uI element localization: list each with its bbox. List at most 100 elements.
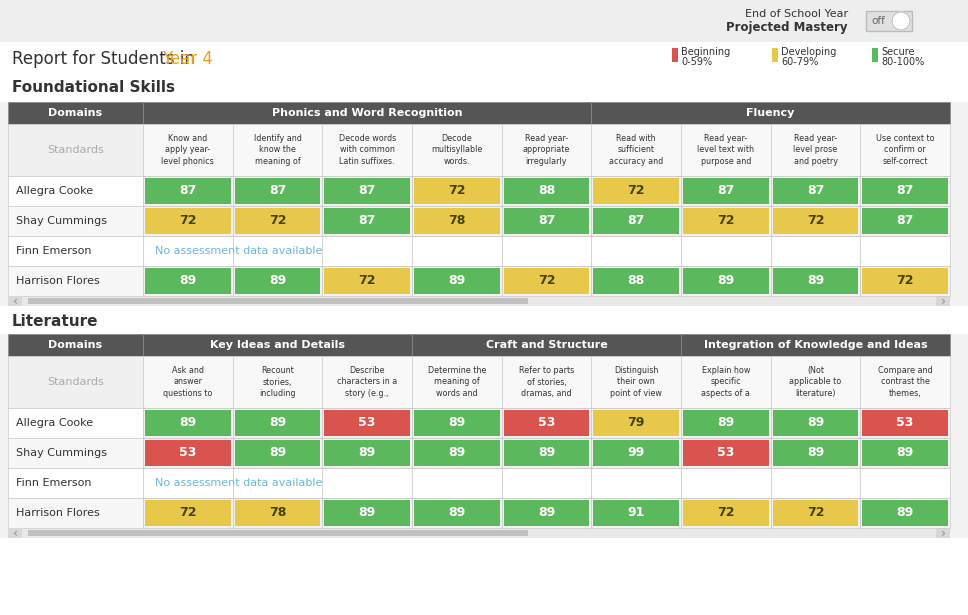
Bar bbox=[143, 206, 232, 236]
Bar bbox=[683, 410, 769, 436]
Bar bbox=[412, 124, 501, 176]
Text: 87: 87 bbox=[896, 215, 914, 228]
Bar bbox=[232, 266, 322, 296]
Bar bbox=[772, 268, 859, 294]
Bar bbox=[501, 438, 591, 468]
Bar bbox=[8, 356, 143, 408]
Bar bbox=[591, 124, 681, 176]
Bar bbox=[8, 266, 143, 296]
Text: 89: 89 bbox=[448, 416, 466, 429]
Bar bbox=[503, 268, 590, 294]
Bar bbox=[414, 208, 499, 234]
Bar bbox=[681, 498, 771, 528]
Bar bbox=[324, 500, 410, 526]
Bar bbox=[683, 268, 769, 294]
Text: 0-59%: 0-59% bbox=[681, 57, 712, 67]
Bar bbox=[861, 236, 950, 266]
Bar bbox=[862, 500, 948, 526]
Text: Describe
characters in a
story (e.g.,: Describe characters in a story (e.g., bbox=[337, 367, 397, 398]
Bar bbox=[683, 500, 769, 526]
Bar bbox=[8, 408, 143, 438]
Bar bbox=[861, 498, 950, 528]
Bar bbox=[681, 124, 771, 176]
Bar bbox=[412, 236, 501, 266]
Text: 89: 89 bbox=[358, 446, 376, 459]
Bar bbox=[772, 48, 778, 62]
Text: 72: 72 bbox=[806, 507, 824, 520]
Bar bbox=[145, 178, 230, 204]
Bar bbox=[414, 410, 499, 436]
Text: 78: 78 bbox=[269, 507, 287, 520]
Bar bbox=[145, 500, 230, 526]
Bar bbox=[593, 208, 679, 234]
Text: 89: 89 bbox=[807, 416, 824, 429]
Bar bbox=[322, 498, 412, 528]
Bar bbox=[593, 440, 679, 466]
Bar bbox=[0, 42, 968, 77]
Bar bbox=[412, 206, 501, 236]
Text: 72: 72 bbox=[179, 215, 197, 228]
Text: 87: 87 bbox=[717, 184, 735, 197]
Bar bbox=[0, 72, 968, 102]
Text: Finn Emerson: Finn Emerson bbox=[16, 478, 92, 488]
Text: 89: 89 bbox=[538, 507, 555, 520]
Bar bbox=[591, 468, 681, 498]
Text: 53: 53 bbox=[358, 416, 376, 429]
Text: 89: 89 bbox=[896, 507, 914, 520]
Text: Distinguish
their own
point of view: Distinguish their own point of view bbox=[610, 367, 662, 398]
Bar bbox=[862, 440, 948, 466]
Bar bbox=[324, 208, 410, 234]
Bar bbox=[234, 178, 320, 204]
Bar bbox=[771, 236, 861, 266]
Text: 89: 89 bbox=[807, 446, 824, 459]
Bar bbox=[414, 500, 499, 526]
Text: (Not
applicable to
literature): (Not applicable to literature) bbox=[789, 367, 841, 398]
Text: 72: 72 bbox=[896, 274, 914, 287]
Bar bbox=[503, 500, 590, 526]
Text: off: off bbox=[871, 16, 885, 26]
Bar bbox=[0, 538, 968, 615]
Text: Identify and
know the
meaning of: Identify and know the meaning of bbox=[254, 135, 301, 165]
Bar bbox=[591, 236, 681, 266]
Text: 87: 87 bbox=[806, 184, 824, 197]
Text: Decode words
with common
Latin suffixes.: Decode words with common Latin suffixes. bbox=[339, 135, 396, 165]
Text: Refer to parts
of stories,
dramas, and: Refer to parts of stories, dramas, and bbox=[519, 367, 574, 398]
Bar bbox=[771, 356, 861, 408]
Text: 79: 79 bbox=[627, 416, 645, 429]
Bar bbox=[0, 306, 968, 334]
Text: 89: 89 bbox=[448, 446, 466, 459]
Bar bbox=[143, 236, 232, 266]
Bar bbox=[872, 48, 878, 62]
Bar bbox=[322, 356, 412, 408]
Text: Read year-
level text with
purpose and: Read year- level text with purpose and bbox=[697, 135, 754, 165]
Bar bbox=[772, 178, 859, 204]
Bar bbox=[593, 500, 679, 526]
Bar bbox=[681, 438, 771, 468]
Text: 87: 87 bbox=[538, 215, 556, 228]
Text: Finn Emerson: Finn Emerson bbox=[16, 246, 92, 256]
Bar bbox=[866, 11, 912, 31]
Bar bbox=[322, 468, 412, 498]
Text: Key Ideas and Details: Key Ideas and Details bbox=[210, 340, 345, 350]
Text: Year 4: Year 4 bbox=[162, 50, 213, 68]
Bar bbox=[591, 408, 681, 438]
Bar bbox=[503, 178, 590, 204]
Bar bbox=[593, 178, 679, 204]
Bar bbox=[143, 176, 232, 206]
Bar bbox=[322, 438, 412, 468]
Bar bbox=[234, 268, 320, 294]
Text: 72: 72 bbox=[806, 215, 824, 228]
Bar bbox=[8, 236, 143, 266]
Bar bbox=[591, 206, 681, 236]
Bar bbox=[681, 176, 771, 206]
Text: 89: 89 bbox=[807, 274, 824, 287]
Bar bbox=[771, 176, 861, 206]
Bar bbox=[501, 408, 591, 438]
Bar bbox=[143, 468, 232, 498]
Bar bbox=[591, 266, 681, 296]
Bar bbox=[145, 268, 230, 294]
Bar bbox=[232, 498, 322, 528]
Bar bbox=[681, 408, 771, 438]
Text: 89: 89 bbox=[896, 446, 914, 459]
Bar bbox=[503, 208, 590, 234]
